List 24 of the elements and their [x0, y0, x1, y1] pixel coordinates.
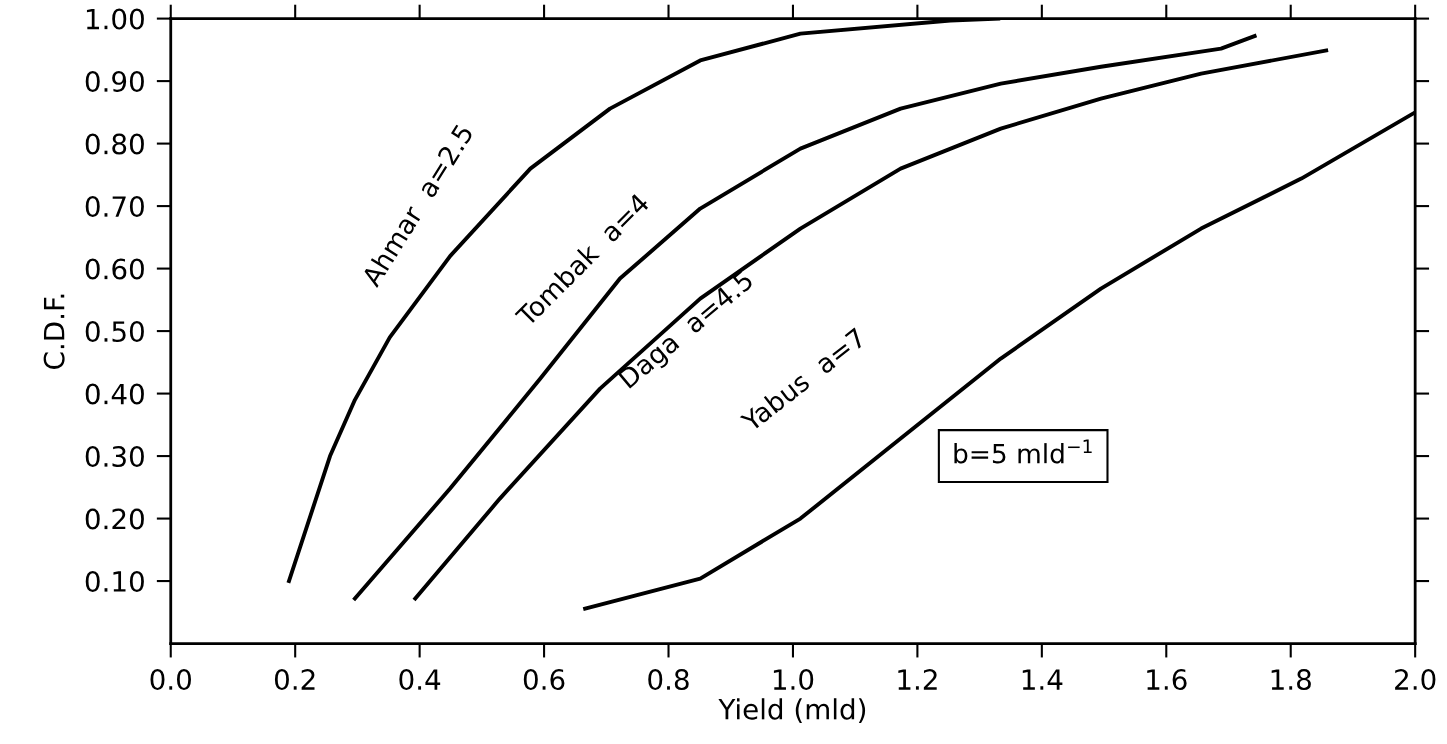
x-tick-label: 1.8	[1271, 669, 1311, 691]
x-tick-label: 0.0	[150, 669, 191, 691]
x-tick-label: 1.0	[773, 669, 814, 691]
x-tick-label: 2.0	[1395, 669, 1436, 691]
y-tick-label: 0.90	[85, 71, 144, 93]
x-tick-label: 0.6	[523, 669, 565, 691]
x-tick-label: 1.4	[1022, 669, 1063, 690]
y-tick-label: 1.00	[86, 8, 144, 30]
x-tick-label: 0.8	[648, 669, 689, 691]
y-tick-label: 0.30	[85, 446, 144, 468]
y-tick-label: 0.70	[85, 196, 144, 218]
x-axis-title: Yield (mld)	[718, 698, 866, 723]
x-tick-label: 0.4	[399, 669, 441, 691]
x-tick-label: 1.2	[898, 669, 937, 690]
x-tick-label: 0.2	[274, 669, 315, 691]
y-tick-label: 0.40	[85, 383, 144, 405]
y-tick-label: 0.60	[85, 258, 144, 280]
y-tick-label: 0.20	[85, 508, 144, 530]
x-tick-label: 1.6	[1147, 669, 1187, 691]
y-axis-title: C.D.F.	[43, 294, 65, 369]
annotation: b=5 mld$^{−1}$	[954, 439, 1092, 464]
y-tick-label: 0.10	[85, 571, 144, 593]
y-tick-label: 0.50	[85, 321, 144, 343]
y-tick-label: 0.80	[85, 133, 144, 155]
